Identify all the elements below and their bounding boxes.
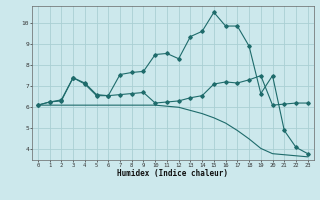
X-axis label: Humidex (Indice chaleur): Humidex (Indice chaleur): [117, 169, 228, 178]
